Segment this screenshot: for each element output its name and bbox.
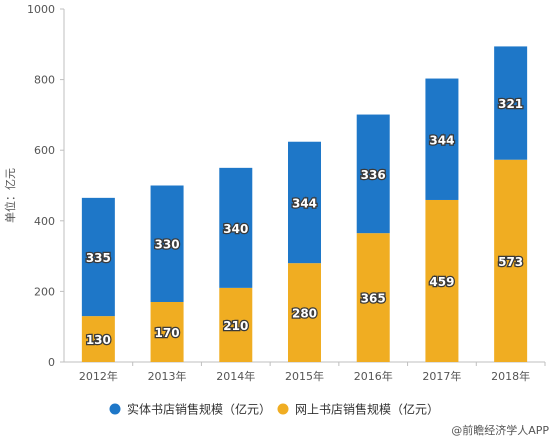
bar-data-label: 280	[292, 307, 317, 321]
y-tick-label: 200	[34, 285, 55, 298]
bar-data-label: 130	[86, 333, 111, 347]
bar-online	[150, 301, 184, 362]
bar-physical	[356, 114, 390, 234]
x-tick-label: 2016年	[354, 369, 393, 383]
legend: 实体书店销售规模（亿元） 网上书店销售规模（亿元）	[109, 402, 439, 417]
bar-data-label: 344	[429, 133, 454, 147]
legend-marker	[277, 403, 289, 415]
y-tick-label: 0	[48, 356, 55, 369]
bar-data-label: 573	[498, 255, 523, 269]
bar-physical	[425, 78, 459, 200]
x-tick-label: 2014年	[216, 369, 255, 383]
legend-label: 实体书店销售规模（亿元）	[127, 402, 271, 417]
x-tick-label: 2012年	[79, 369, 118, 383]
bar-physical	[150, 185, 184, 302]
bar-online	[81, 316, 115, 362]
y-tick-label: 400	[34, 215, 55, 228]
x-tick-label: 2017年	[422, 369, 461, 383]
x-tick-label: 2018年	[491, 369, 530, 383]
axes: 0 200 400 600 800 1000 单位：亿元 2012年 2013年 2014年 201…	[3, 3, 546, 383]
bars	[81, 46, 528, 362]
x-tick-label: 2013年	[148, 369, 187, 383]
y-axis-title: 单位：亿元	[3, 168, 17, 223]
bar-data-label: 335	[86, 251, 111, 265]
bar-data-label: 170	[155, 326, 180, 340]
bar-online	[356, 233, 390, 362]
y-tick-label: 600	[34, 144, 55, 157]
bar-data-label: 321	[498, 97, 523, 111]
bar-data-label: 210	[223, 319, 248, 333]
bar-data-label: 330	[155, 238, 180, 252]
x-tick-label: 2015年	[285, 369, 324, 383]
bar-physical	[288, 141, 321, 264]
y-tick-label: 1000	[27, 3, 55, 16]
bar-data-label: 340	[223, 222, 248, 236]
watermark: @前瞻经济学人APP	[451, 423, 549, 437]
bar-physical	[81, 197, 115, 317]
bar-online	[219, 287, 253, 362]
bar-physical	[219, 167, 253, 288]
bar-data-label: 336	[361, 168, 386, 182]
legend-marker	[109, 403, 121, 415]
bar-online	[288, 263, 321, 362]
legend-label: 网上书店销售规模（亿元）	[295, 402, 439, 417]
bar-data-label: 344	[292, 196, 317, 210]
bar-data-label: 459	[429, 275, 454, 289]
bar-online	[494, 159, 528, 362]
bar-labels: 130 335 170 330 210 340 280 344 365 336 459 344 573 3…	[85, 96, 525, 349]
y-tick-label: 800	[34, 74, 55, 87]
bar-data-label: 365	[361, 292, 386, 306]
bar-online	[425, 199, 459, 362]
bar-physical	[494, 46, 528, 160]
